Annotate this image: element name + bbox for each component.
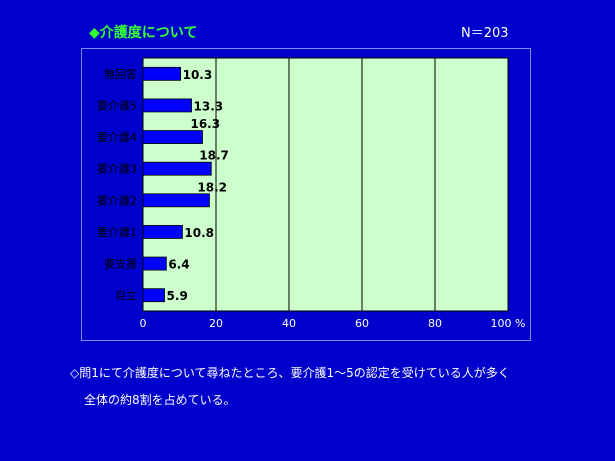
note-line-1: ◇問1にて介護度について尋ねたところ、要介護1～5の認定を受けている人が多く [70, 366, 510, 380]
category-label: 自立 [115, 288, 137, 302]
value-labels: 10.3 13.3 16.3 18.7 18.2 10.8 6.4 5.9 [167, 68, 229, 303]
bar [142, 256, 167, 271]
category-label: 要介護3 [97, 162, 137, 176]
category-label: 要介護2 [97, 193, 137, 207]
value-label: 6.4 [168, 258, 189, 272]
bar [142, 161, 212, 176]
bar [142, 66, 181, 81]
x-tick-labels: 0 20 40 60 80 100 % [140, 317, 526, 330]
category-label: 要介護1 [97, 225, 137, 239]
category-label: 無回答 [104, 67, 137, 81]
bars [142, 66, 212, 303]
value-label: 13.3 [194, 99, 224, 113]
value-label: 18.2 [197, 180, 227, 194]
value-label: 5.9 [167, 289, 188, 303]
x-tick-label: 80 [428, 317, 442, 330]
category-label: 要支援 [104, 257, 137, 271]
category-label: 要介護5 [97, 98, 137, 112]
x-tick-label: 0 [140, 317, 147, 330]
value-label: 16.3 [190, 117, 220, 131]
bar [142, 130, 203, 144]
gridlines [215, 58, 436, 311]
bar [142, 225, 183, 239]
category-label: 要介護4 [97, 130, 137, 144]
value-label: 10.8 [184, 226, 214, 240]
x-tick-label: 60 [355, 317, 369, 330]
note-line-2: 全体の約8割を占めている。 [84, 393, 236, 407]
x-tick-label: 40 [282, 317, 296, 330]
sample-size-label: N＝203 [461, 26, 509, 41]
bar [142, 98, 192, 113]
value-label: 10.3 [183, 68, 213, 82]
x-tick-label: 20 [209, 317, 223, 330]
chart-title: ◆介護度について [89, 25, 198, 41]
bar [142, 288, 165, 303]
value-label: 18.7 [199, 149, 229, 163]
bar [142, 193, 210, 208]
chart-frame [81, 48, 531, 341]
plot-area [142, 57, 509, 312]
x-tick-label: 100 % [491, 317, 526, 330]
